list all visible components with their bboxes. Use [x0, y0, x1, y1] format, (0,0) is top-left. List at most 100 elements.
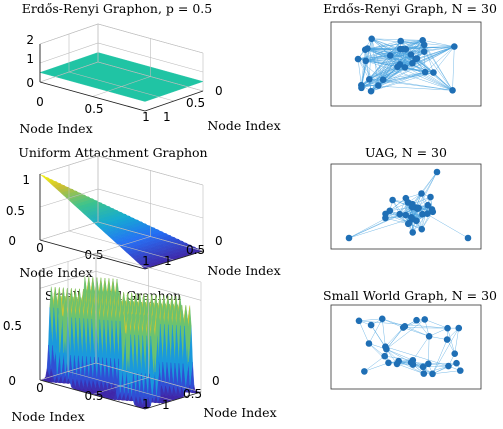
network-node	[405, 219, 413, 227]
network-node	[421, 68, 429, 76]
network-panel-uag: UAG, N = 30	[330, 145, 482, 250]
network-node	[424, 210, 431, 217]
y-axis-line	[144, 250, 204, 270]
network-node	[396, 210, 404, 218]
network-node	[378, 315, 386, 323]
panel-title-er-graphon: Erdős-Renyi Graphon, p = 0.5	[22, 1, 212, 16]
network-node	[386, 52, 394, 59]
surface-er	[39, 52, 204, 102]
graphon-panel-sw: Small World Graphon 0 0.5 0 0.5 1 0 0.5 …	[3, 252, 277, 424]
network-node	[368, 35, 375, 43]
x-axis-label-uag: Node Index	[19, 265, 92, 280]
panel-title-uag-graph: UAG, N = 30	[365, 145, 447, 160]
network-node	[453, 359, 460, 367]
network-panel-sw: Small World Graph, N = 30	[323, 288, 497, 390]
network-node	[451, 43, 458, 50]
y-tick-sw-0: 0	[212, 374, 220, 388]
network-node	[444, 324, 451, 332]
network-node	[367, 87, 375, 95]
network-node	[418, 190, 425, 197]
network-node	[407, 51, 415, 58]
z-tick-er-2: 2	[26, 33, 34, 47]
network-node	[365, 75, 373, 83]
network-node	[451, 350, 459, 357]
network-node	[421, 316, 429, 323]
y-axis-line	[144, 90, 204, 112]
network-node	[393, 360, 401, 368]
y-tick-er-0: 0	[215, 84, 223, 98]
y-tick-uag-0: 0	[215, 234, 223, 248]
x-axis-label-er: Node Index	[19, 121, 92, 136]
x-tick-uag-1: 0.5	[84, 248, 103, 262]
surface-patch	[39, 52, 204, 102]
network-node	[445, 362, 452, 370]
network-node	[358, 84, 365, 92]
network-node	[424, 201, 432, 209]
network-node	[464, 234, 472, 242]
network-panel-er: Erdős-Renyi Graph, N = 30	[323, 1, 497, 107]
panel-title-uag-graphon: Uniform Attachment Graphon	[18, 145, 207, 160]
y-tick-er-2: 1	[163, 110, 171, 124]
network-node	[413, 55, 421, 62]
network-node	[409, 229, 417, 236]
network-node	[385, 359, 392, 367]
network-node	[367, 321, 375, 329]
network-node	[386, 207, 394, 215]
network-node	[379, 76, 387, 84]
network-node	[389, 196, 396, 204]
network-node	[365, 340, 373, 347]
network-node	[420, 370, 428, 377]
network-node	[355, 317, 363, 325]
wall-grid-line	[39, 23, 204, 54]
y-axis-label-uag: Node Index	[207, 263, 280, 278]
axes-uag	[39, 155, 204, 270]
panel-title-er-graph: Erdős-Renyi Graph, N = 30	[323, 1, 497, 16]
network-node	[381, 352, 388, 360]
network-node	[364, 45, 371, 52]
network-node	[394, 63, 401, 71]
network-node	[449, 87, 456, 94]
network-node	[402, 194, 410, 202]
x-axis-line	[39, 239, 146, 270]
network-node	[401, 322, 409, 330]
network-node	[408, 203, 416, 211]
panel-title-sw-graph: Small World Graph, N = 30	[323, 288, 497, 303]
x-axis-line	[39, 81, 146, 112]
network-node	[345, 234, 353, 242]
network-node	[420, 48, 428, 56]
y-tick-sw-1: 0.5	[183, 387, 202, 401]
x-tick-sw-0: 0	[36, 381, 44, 395]
x-tick-sw-1: 0.5	[84, 389, 103, 403]
network-node	[425, 332, 433, 340]
network-node	[419, 363, 427, 371]
network-node	[427, 193, 434, 201]
network-node	[397, 37, 405, 45]
y-tick-er-1: 0.5	[186, 96, 205, 110]
network-node	[361, 368, 368, 375]
network-node	[413, 316, 420, 324]
z-tick-uag-1: 0.5	[6, 204, 25, 218]
y-tick-sw-2: 1	[162, 398, 170, 412]
network-node	[413, 217, 420, 225]
network-node	[399, 45, 407, 53]
network-node	[382, 214, 389, 222]
network-node	[362, 57, 370, 65]
network-box-sw	[330, 304, 482, 390]
network-node	[455, 324, 463, 332]
wall-grid-line	[39, 155, 204, 186]
network-node	[420, 41, 428, 49]
x-axis-label-sw: Node Index	[11, 409, 84, 424]
graphon-panel-er: Erdős-Renyi Graphon, p = 0.5 0 1 2 0 0.5…	[19, 1, 280, 136]
z-tick-er-0: 0	[26, 76, 34, 90]
z-tick-er-1: 1	[26, 52, 34, 66]
network-node	[415, 204, 422, 212]
x-tick-er-2: 1	[142, 110, 150, 124]
network-node	[383, 345, 390, 353]
z-tick-sw-1: 0.5	[3, 319, 22, 333]
x-tick-uag-2: 1	[142, 254, 150, 268]
x-tick-er-0: 0	[36, 95, 44, 109]
network-node	[402, 211, 409, 219]
network-node	[374, 82, 382, 89]
y-tick-uag-2: 1	[164, 254, 172, 268]
